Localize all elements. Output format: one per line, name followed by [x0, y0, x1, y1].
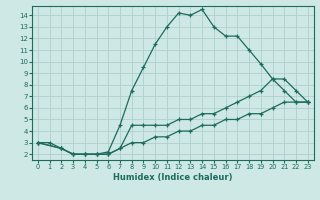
X-axis label: Humidex (Indice chaleur): Humidex (Indice chaleur) [113, 173, 233, 182]
